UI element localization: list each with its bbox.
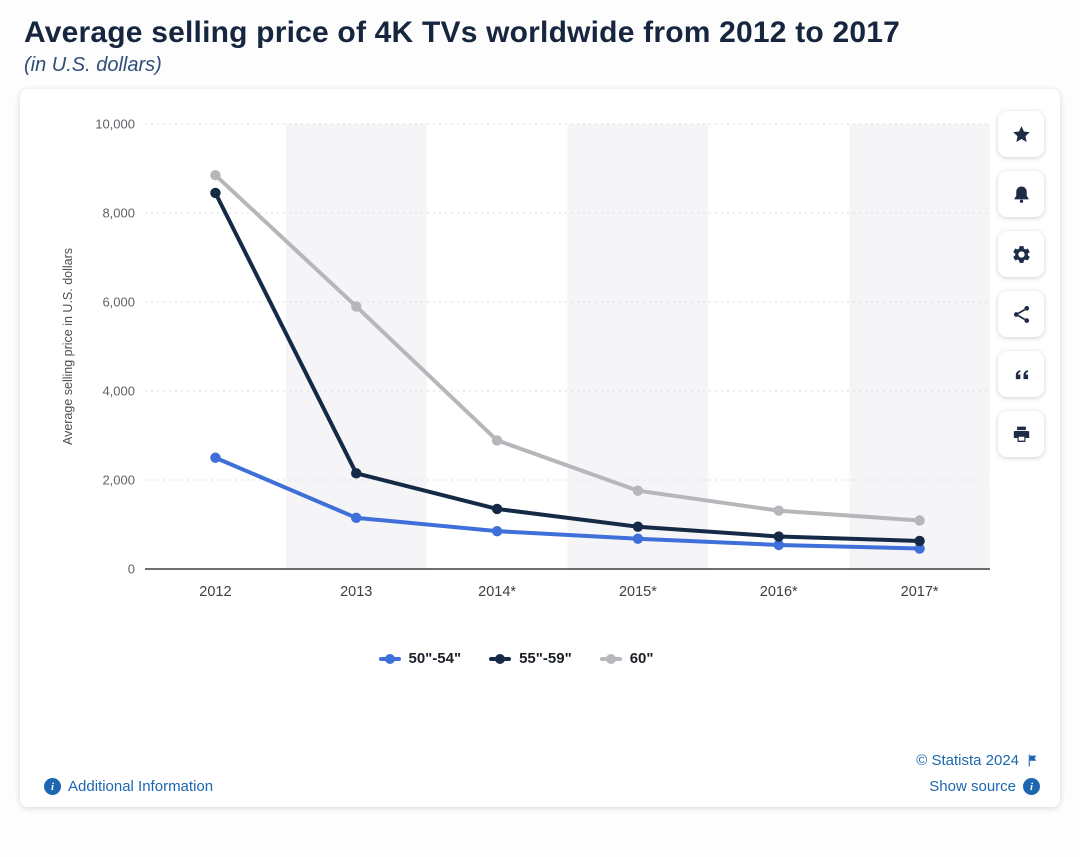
info-icon: i — [44, 778, 61, 795]
chart-card: 0 2,000 4,000 6,000 8,000 10,000 2012 2013 2014*… — [20, 89, 1060, 807]
page-title: Average selling price of 4K TVs worldwid… — [24, 16, 900, 49]
star-icon — [1011, 124, 1032, 145]
legend-marker-icon — [489, 653, 512, 664]
svg-text:Average selling price in U.S.: Average selling price in U.S. dollars — [61, 248, 75, 445]
legend-item[interactable]: 55"-59" — [489, 650, 572, 667]
copyright-label: © Statista 2024 — [916, 752, 1019, 769]
share-button[interactable] — [998, 291, 1044, 337]
additional-information-link[interactable]: i Additional Information — [44, 778, 213, 795]
print-icon — [1011, 424, 1032, 445]
line-chart: 0 2,000 4,000 6,000 8,000 10,000 2012 2013 2014*… — [61, 117, 990, 600]
quote-icon — [1011, 364, 1032, 385]
legend-label: 50"-54" — [408, 650, 462, 667]
gear-icon — [1011, 244, 1032, 265]
legend-item[interactable]: 50"-54" — [378, 650, 462, 667]
svg-text:8,000: 8,000 — [102, 206, 135, 221]
chart-legend: 50"-54" 55"-59" 60" — [36, 650, 996, 667]
legend-marker-icon — [378, 653, 401, 664]
legend-marker-icon — [599, 653, 622, 664]
legend-item[interactable]: 60" — [599, 650, 654, 667]
svg-text:0: 0 — [128, 562, 135, 577]
print-button[interactable] — [998, 411, 1044, 457]
flag-icon[interactable] — [1025, 753, 1040, 768]
svg-text:6,000: 6,000 — [102, 295, 135, 310]
page: Average selling price of 4K TVs worldwid… — [0, 0, 1080, 807]
svg-text:2016*: 2016* — [760, 584, 798, 600]
show-source-label: Show source — [929, 778, 1016, 795]
footer-right: © Statista 2024 Show source i — [916, 752, 1040, 795]
legend-label: 55"-59" — [519, 650, 572, 667]
legend-label: 60" — [629, 650, 654, 667]
additional-information-label: Additional Information — [68, 778, 214, 795]
bell-icon — [1011, 184, 1032, 205]
settings-button[interactable] — [998, 231, 1044, 277]
svg-text:2015*: 2015* — [619, 584, 657, 600]
svg-text:4,000: 4,000 — [102, 384, 135, 399]
cite-button[interactable] — [998, 351, 1044, 397]
svg-text:2013: 2013 — [340, 584, 372, 600]
chart-header: Average selling price of 4K TVs worldwid… — [0, 0, 1080, 77]
page-subtitle: (in U.S. dollars) — [24, 54, 162, 76]
svg-text:2014*: 2014* — [478, 584, 516, 600]
share-icon — [1011, 304, 1032, 325]
svg-text:2,000: 2,000 — [102, 473, 135, 488]
show-source-link[interactable]: Show source i — [929, 778, 1040, 795]
alert-button[interactable] — [998, 171, 1044, 217]
favorite-button[interactable] — [998, 111, 1044, 157]
copyright-row[interactable]: © Statista 2024 — [916, 752, 1040, 769]
svg-text:10,000: 10,000 — [95, 117, 135, 132]
svg-text:2017*: 2017* — [901, 584, 939, 600]
svg-text:2012: 2012 — [199, 584, 231, 600]
card-footer: i Additional Information © Statista 2024… — [44, 752, 1040, 795]
chart-area: 0 2,000 4,000 6,000 8,000 10,000 2012 2013 2014*… — [36, 109, 996, 614]
chart-toolbar — [998, 111, 1044, 457]
info-icon: i — [1023, 778, 1040, 795]
